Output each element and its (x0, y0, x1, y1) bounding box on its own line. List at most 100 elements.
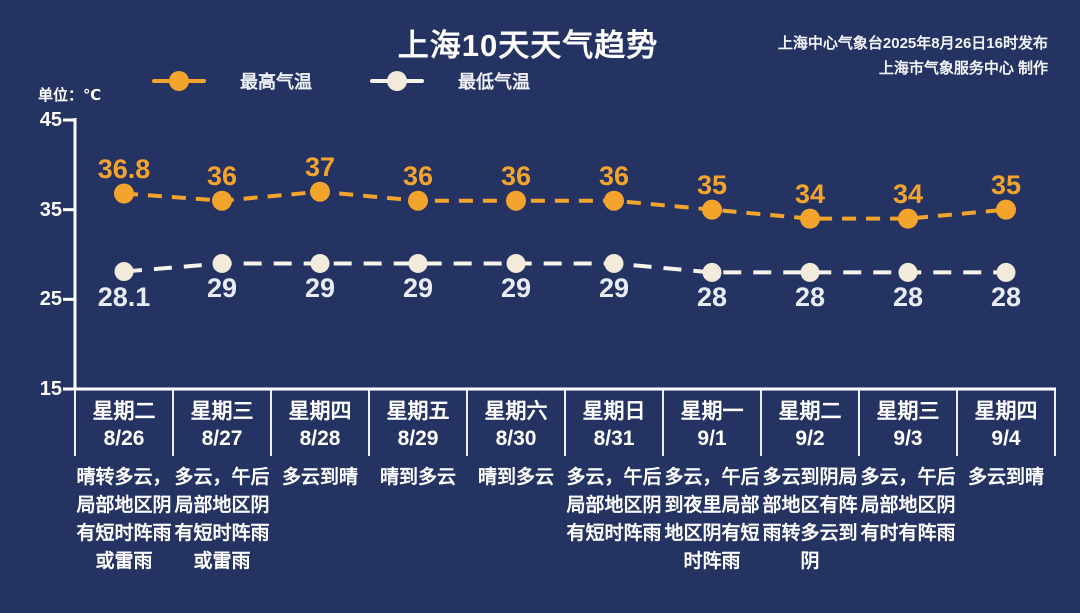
date-label: 8/31 (593, 427, 635, 450)
legend-item-low-temp: 最低气温 (370, 68, 530, 94)
high-temp-value: 34 (892, 178, 924, 209)
low-temp-point (212, 253, 232, 273)
chart-legend: 最高气温 最低气温 (152, 68, 530, 94)
day-cell: 星期三 9/3 (859, 398, 957, 452)
day-cell: 星期二 9/2 (761, 398, 859, 452)
weather-description: 多云，午后 到夜里局部 地区阴有短 时阵雨 (664, 467, 760, 572)
weather-description: 多云到晴 (281, 467, 358, 488)
day-cell: 星期四 8/28 (271, 398, 369, 452)
high-temp-value: 36 (598, 160, 630, 191)
date-label: 9/2 (795, 427, 825, 450)
low-temp-value: 28 (794, 282, 826, 313)
weather-description: 多云，午后 局部地区阴 有时有阵雨 (860, 467, 956, 544)
weekday-label: 星期四 (288, 400, 352, 423)
day-cell: 星期日 8/31 (565, 398, 663, 452)
date-label: 8/26 (103, 427, 145, 450)
high-temp-value: 36 (402, 160, 434, 191)
low-temp-value: 29 (598, 273, 630, 304)
day-cell: 星期二 8/26 (75, 398, 173, 452)
high-temp-point (212, 190, 232, 211)
low-temp-value: 29 (500, 273, 532, 304)
low-temp-point (506, 253, 526, 273)
day-cell: 星期一 9/1 (663, 398, 761, 452)
legend-dot-high (169, 71, 189, 91)
day-cell: 星期三 8/27 (173, 398, 271, 452)
date-label: 9/4 (991, 427, 1021, 450)
high-temp-point (114, 183, 134, 204)
high-temp-point (800, 208, 820, 229)
weekday-label: 星期五 (386, 400, 450, 423)
weekday-label: 星期六 (484, 400, 548, 423)
weekday-label: 星期四 (974, 400, 1038, 423)
weather-description: 多云，午后 局部地区阴 有短时阵雨 (566, 467, 662, 544)
low-temp-line (123, 261, 1006, 275)
page-title: 上海10天天气趋势 (397, 28, 659, 63)
unit-label: 单位：℃ (38, 87, 102, 104)
low-temp-point (114, 262, 134, 282)
high-temp-point (898, 208, 918, 229)
attribution-block: 上海中心气象台2025年8月26日16时发布 上海市气象服务中心 制作 (778, 31, 1048, 81)
legend-label-low: 最低气温 (458, 72, 530, 92)
weather-description: 多云到晴 (967, 467, 1044, 488)
date-label: 8/27 (201, 427, 243, 450)
legend-dot-low (387, 71, 407, 91)
low-temp-point (898, 262, 918, 282)
weekday-label: 星期一 (680, 400, 744, 423)
weather-description: 晴到多云 (477, 467, 554, 488)
high-temp-line (123, 189, 1007, 221)
day-cell: 星期四 9/4 (957, 398, 1055, 452)
weather-description: 晴到多云 (379, 467, 456, 488)
low-temp-value: 29 (304, 273, 336, 304)
high-temp-point (506, 190, 526, 211)
weekday-label: 星期三 (190, 400, 254, 423)
high-temp-value: 36.8 (97, 153, 151, 184)
weekday-label: 星期日 (582, 400, 646, 423)
weekday-label: 星期二 (778, 400, 842, 423)
issue-time-line: 上海中心气象台2025年8月26日16时发布 (777, 35, 1048, 52)
low-temp-value: 28 (696, 282, 728, 313)
high-temp-point (996, 199, 1016, 220)
y-tick-label: 35 (39, 198, 62, 221)
y-tick-label: 45 (39, 109, 62, 131)
low-temp-value: 29 (206, 273, 238, 304)
date-label: 8/28 (299, 427, 341, 450)
high-temp-value: 36 (206, 160, 238, 191)
producer-line: 上海市气象服务中心 制作 (878, 60, 1048, 77)
date-label: 8/29 (397, 427, 439, 450)
high-temp-value: 37 (304, 151, 336, 182)
low-temp-value: 29 (402, 273, 434, 304)
low-temp-value: 28.1 (97, 281, 151, 312)
high-temp-point (408, 190, 428, 211)
weekday-label: 星期三 (876, 400, 940, 423)
high-temp-point (702, 199, 722, 220)
low-temp-point (310, 253, 330, 273)
date-label: 9/3 (893, 427, 923, 450)
low-temp-point (800, 262, 820, 282)
day-cell: 星期六 8/30 (467, 398, 565, 452)
high-temp-value: 35 (990, 169, 1022, 200)
high-temp-marker-icon (152, 70, 206, 92)
high-temp-point (604, 190, 624, 211)
y-tick-label: 15 (39, 378, 62, 400)
low-temp-value: 28 (892, 282, 924, 313)
weather-description: 多云到阴局 部地区有阵 雨转多云到 阴 (762, 467, 858, 572)
day-cell: 星期五 8/29 (369, 398, 467, 452)
high-temp-value: 36 (500, 160, 532, 191)
low-temp-point (604, 253, 624, 273)
weather-description: 多云，午后 局部地区阴 有短时阵雨 或雷雨 (174, 467, 270, 572)
weekday-label: 星期二 (92, 400, 156, 423)
legend-item-high-temp: 最高气温 (152, 68, 312, 94)
high-temp-value: 34 (794, 178, 826, 209)
date-label: 8/30 (495, 427, 537, 450)
high-temp-point (310, 181, 330, 202)
y-tick-label: 25 (39, 288, 62, 311)
low-temp-point (996, 262, 1016, 282)
low-temp-point (408, 253, 428, 273)
weather-description: 晴转多云， 局部地区阴 有短时阵雨 或雷雨 (76, 467, 172, 572)
low-temp-value: 28 (990, 282, 1022, 313)
high-temp-value: 35 (696, 169, 728, 200)
low-temp-point (702, 262, 722, 282)
low-temp-marker-icon (370, 70, 424, 92)
